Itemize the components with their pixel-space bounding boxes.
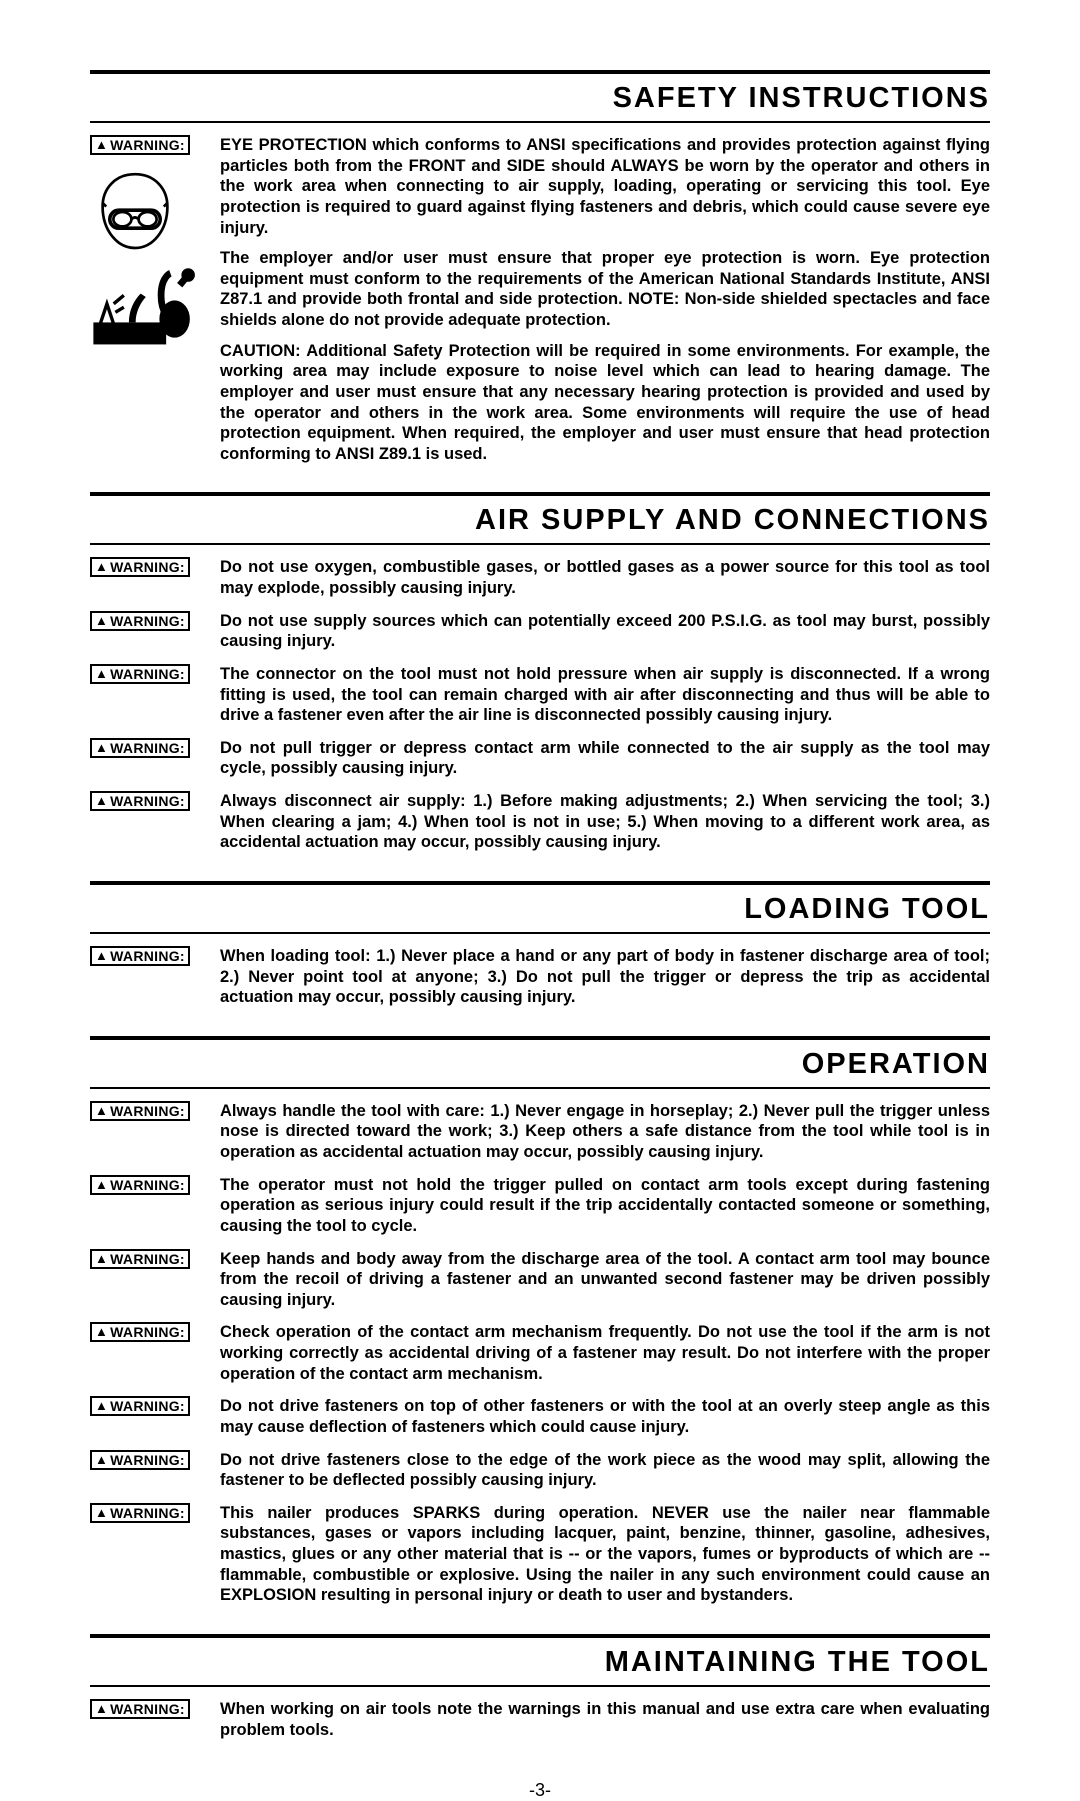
- warning-badge: ▲WARNING:: [90, 664, 190, 684]
- section-title-air: AIR SUPPLY AND CONNECTIONS: [90, 492, 990, 545]
- air-w3: ▲WARNING: The connector on the tool must…: [90, 664, 990, 726]
- warning-triangle-icon: ▲: [95, 561, 108, 573]
- warning-badge: ▲WARNING:: [90, 1101, 190, 1121]
- op-w2-text: The operator must not hold the trigger p…: [220, 1175, 990, 1237]
- warning-badge: ▲WARNING:: [90, 738, 190, 758]
- warning-triangle-icon: ▲: [95, 950, 108, 962]
- warning-label: WARNING:: [110, 793, 185, 809]
- warning-triangle-icon: ▲: [95, 795, 108, 807]
- warning-label: WARNING:: [110, 948, 185, 964]
- op-w5-text: Do not drive fasteners on top of other f…: [220, 1396, 990, 1437]
- document-page: SAFETY INSTRUCTIONS ▲WARNING:: [0, 0, 1080, 1669]
- maint-w1-text: When working on air tools note the warni…: [220, 1699, 990, 1740]
- warning-triangle-icon: ▲: [95, 139, 108, 151]
- warning-triangle-icon: ▲: [95, 742, 108, 754]
- safety-p2: The employer and/or user must ensure tha…: [220, 248, 990, 331]
- section-title-operation: OPERATION: [90, 1036, 990, 1089]
- warning-label: WARNING:: [110, 1452, 185, 1468]
- op-w6-text: Do not drive fasteners close to the edge…: [220, 1450, 990, 1491]
- warning-triangle-icon: ▲: [95, 1253, 108, 1265]
- air-w5-text: Always disconnect air supply: 1.) Before…: [220, 791, 990, 853]
- warning-badge: ▲WARNING:: [90, 1322, 190, 1342]
- warning-label: WARNING:: [110, 666, 185, 682]
- air-w3-text: The connector on the tool must not hold …: [220, 664, 990, 726]
- warning-triangle-icon: ▲: [95, 1454, 108, 1466]
- safety-left-col: ▲WARNING:: [90, 135, 220, 348]
- warning-badge: ▲WARNING:: [90, 557, 190, 577]
- warning-label: WARNING:: [110, 137, 185, 153]
- warning-badge: ▲WARNING:: [90, 1699, 190, 1719]
- op-w2: ▲WARNING: The operator must not hold the…: [90, 1175, 990, 1237]
- op-w7-text: This nailer produces SPARKS during opera…: [220, 1503, 990, 1606]
- op-w4-text: Check operation of the contact arm mecha…: [220, 1322, 990, 1384]
- warning-triangle-icon: ▲: [95, 1179, 108, 1191]
- air-w1-text: Do not use oxygen, combustible gases, or…: [220, 557, 990, 598]
- hearing-protection-icon: [90, 263, 200, 348]
- warning-label: WARNING:: [110, 1177, 185, 1193]
- section-title-safety: SAFETY INSTRUCTIONS: [90, 70, 990, 123]
- maint-w1: ▲WARNING: When working on air tools note…: [90, 1699, 990, 1740]
- warning-triangle-icon: ▲: [95, 1703, 108, 1715]
- op-w1: ▲WARNING: Always handle the tool with ca…: [90, 1101, 990, 1163]
- warning-badge: ▲WARNING:: [90, 611, 190, 631]
- page-number: -3-: [90, 1780, 990, 1801]
- safety-text-col: EYE PROTECTION which conforms to ANSI sp…: [220, 135, 990, 464]
- warning-triangle-icon: ▲: [95, 1326, 108, 1338]
- op-w6: ▲WARNING: Do not drive fasteners close t…: [90, 1450, 990, 1491]
- warning-badge: ▲WARNING:: [90, 1503, 190, 1523]
- section-title-maintaining: MAINTAINING THE TOOL: [90, 1634, 990, 1687]
- warning-badge: ▲WARNING:: [90, 1450, 190, 1470]
- warning-badge: ▲WARNING:: [90, 135, 190, 155]
- warning-badge: ▲WARNING:: [90, 1175, 190, 1195]
- warning-badge: ▲WARNING:: [90, 946, 190, 966]
- loading-w1-text: When loading tool: 1.) Never place a han…: [220, 946, 990, 1008]
- warning-triangle-icon: ▲: [95, 1507, 108, 1519]
- air-w4-text: Do not pull trigger or depress contact a…: [220, 738, 990, 779]
- safety-p1: EYE PROTECTION which conforms to ANSI sp…: [220, 135, 990, 238]
- air-w2-text: Do not use supply sources which can pote…: [220, 611, 990, 652]
- air-w4: ▲WARNING: Do not pull trigger or depress…: [90, 738, 990, 779]
- warning-label: WARNING:: [110, 1701, 185, 1717]
- warning-triangle-icon: ▲: [95, 1400, 108, 1412]
- warning-triangle-icon: ▲: [95, 1105, 108, 1117]
- warning-label: WARNING:: [110, 1103, 185, 1119]
- warning-badge: ▲WARNING:: [90, 1249, 190, 1269]
- warning-badge: ▲WARNING:: [90, 791, 190, 811]
- warning-triangle-icon: ▲: [95, 615, 108, 627]
- warning-triangle-icon: ▲: [95, 668, 108, 680]
- air-w1: ▲WARNING: Do not use oxygen, combustible…: [90, 557, 990, 598]
- op-w5: ▲WARNING: Do not drive fasteners on top …: [90, 1396, 990, 1437]
- warning-label: WARNING:: [110, 1251, 185, 1267]
- warning-label: WARNING:: [110, 1324, 185, 1340]
- warning-badge: ▲WARNING:: [90, 1396, 190, 1416]
- op-w7: ▲WARNING: This nailer produces SPARKS du…: [90, 1503, 990, 1606]
- op-w1-text: Always handle the tool with care: 1.) Ne…: [220, 1101, 990, 1163]
- goggles-icon: [90, 167, 180, 257]
- air-w2: ▲WARNING: Do not use supply sources whic…: [90, 611, 990, 652]
- warning-label: WARNING:: [110, 1505, 185, 1521]
- section-title-loading: LOADING TOOL: [90, 881, 990, 934]
- op-w4: ▲WARNING: Check operation of the contact…: [90, 1322, 990, 1384]
- safety-block: ▲WARNING: EYE PROTECTION whi: [90, 135, 990, 464]
- warning-label: WARNING:: [110, 559, 185, 575]
- safety-p3: CAUTION: Additional Safety Protection wi…: [220, 341, 990, 465]
- op-w3-text: Keep hands and body away from the discha…: [220, 1249, 990, 1311]
- warning-label: WARNING:: [110, 740, 185, 756]
- op-w3: ▲WARNING: Keep hands and body away from …: [90, 1249, 990, 1311]
- warning-label: WARNING:: [110, 613, 185, 629]
- loading-w1: ▲WARNING: When loading tool: 1.) Never p…: [90, 946, 990, 1008]
- warning-label: WARNING:: [110, 1398, 185, 1414]
- air-w5: ▲WARNING: Always disconnect air supply: …: [90, 791, 990, 853]
